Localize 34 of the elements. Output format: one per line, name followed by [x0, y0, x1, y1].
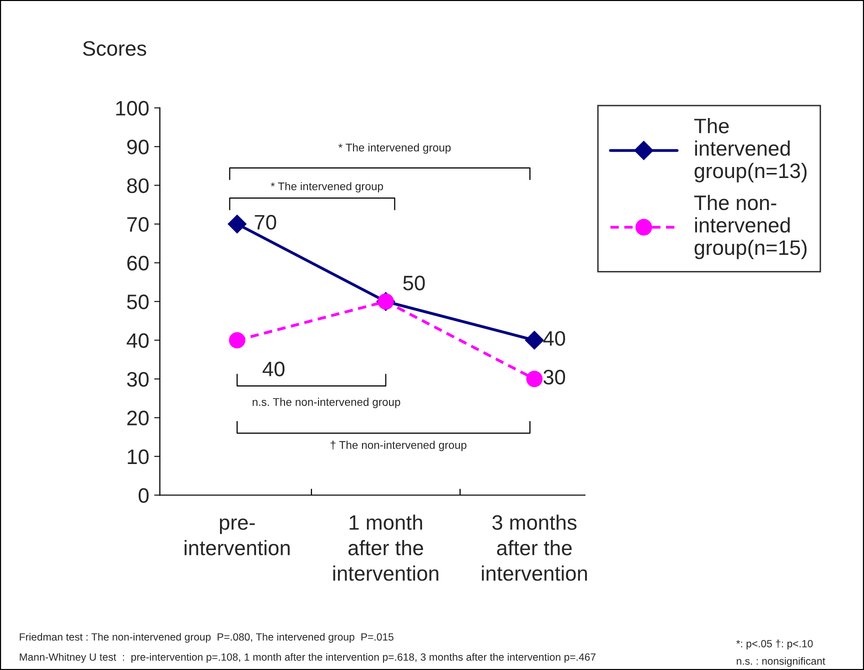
text: n.s. : nonsignificant	[736, 657, 826, 667]
y-tick-label: 50	[127, 294, 149, 310]
annotation: * The intervened group	[338, 143, 451, 154]
y-tick-label: 70	[127, 217, 149, 232]
text: *: p<.05 †: p<.10	[736, 640, 813, 650]
data-label: 30	[544, 370, 566, 385]
x-tick-label: pre- intervention	[184, 518, 290, 556]
x-tick-label: 1 month after the intervention	[333, 514, 438, 581]
data-label: 50	[403, 276, 425, 290]
legend-label: The non- intervened group(n=15)	[694, 194, 807, 260]
annotation: * The intervened group	[270, 182, 384, 192]
y-tick-label: 20	[127, 410, 149, 426]
y-tick-label: 40	[126, 333, 149, 348]
data-label: 40	[262, 362, 284, 376]
y-tick-label: 30	[127, 372, 149, 387]
y-axis-title: Scores	[83, 41, 146, 56]
y-tick-label: 60	[127, 256, 149, 271]
y-tick-label: 90	[127, 140, 149, 154]
legend-label: The intervened group(n=13)	[694, 118, 807, 182]
annotation: n.s. The non-intervened group	[252, 398, 400, 408]
annotation: † The non-intervened group	[330, 440, 466, 452]
point	[228, 332, 246, 348]
text: Mann-Whitney U test : pre-intervention p=.108, 1 month after the intervention p=.618, 3 months after the intervention p=.467	[20, 653, 596, 663]
point	[526, 370, 543, 388]
data-label: 40	[543, 331, 566, 346]
y-tick-label: 100	[116, 100, 149, 116]
y-tick-label: 80	[127, 178, 149, 194]
point	[525, 330, 544, 350]
data-label: 70	[254, 214, 276, 230]
y-tick-label: 0	[138, 488, 149, 503]
point	[228, 214, 246, 234]
x-tick-label: 3 months after the intervention	[482, 514, 587, 581]
text: Friedman test : The non-intervened group P=.080, The intervened group P=.015	[20, 632, 394, 643]
y-tick-label: 10	[128, 449, 149, 464]
